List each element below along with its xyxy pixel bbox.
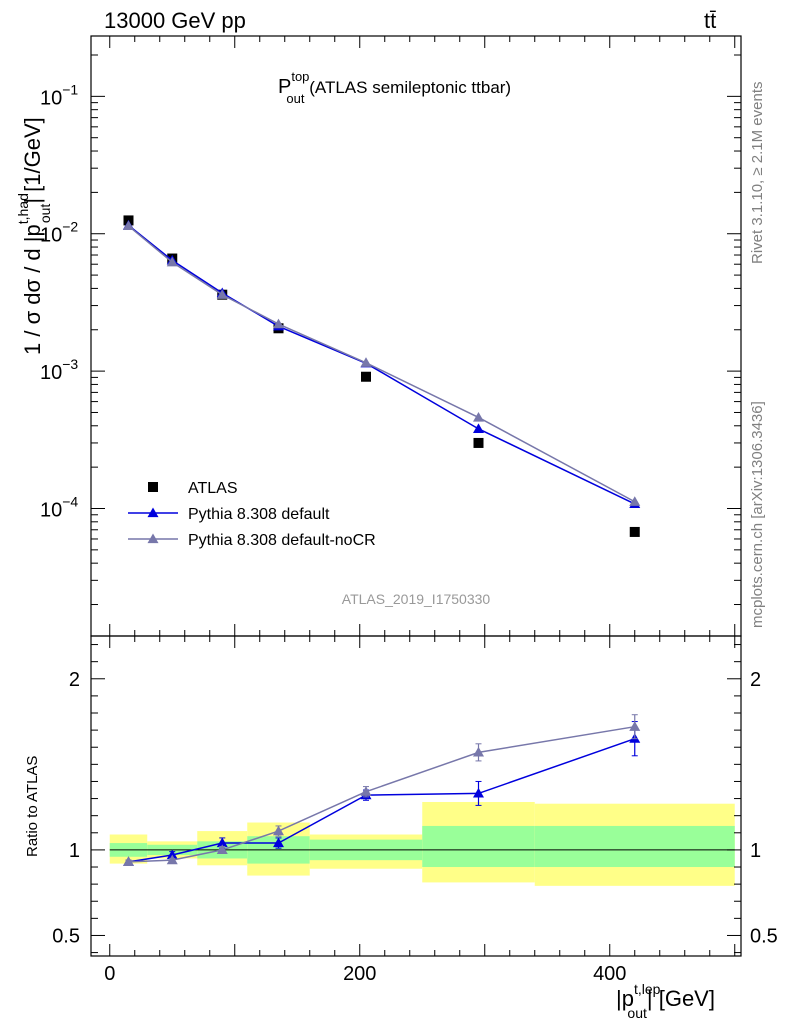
ratio-point-1-1 xyxy=(166,854,178,865)
x-tick-label-400: 400 xyxy=(593,963,626,985)
ratio-tick-label-left-2: 2 xyxy=(69,669,80,691)
ratio-point-1-0 xyxy=(123,856,134,867)
point-series2-4 xyxy=(360,357,372,367)
point-series0-5 xyxy=(473,437,484,448)
y-tick-label-top-1: 10−2 xyxy=(40,219,78,247)
top-panel-marks xyxy=(123,215,641,537)
point-series2-3 xyxy=(273,318,284,329)
x-tick-label-0: 0 xyxy=(104,963,115,985)
ratio-uncertainty-bands xyxy=(109,801,735,886)
energy-label: 13000 GeV pp xyxy=(104,8,246,33)
analysis-id: ATLAS_2019_I1750330 xyxy=(342,591,491,607)
ratio-tick-label-left-0: 0.5 xyxy=(52,925,80,947)
legend-label-0: ATLAS xyxy=(188,480,238,497)
plot-title: Ptop out (ATLAS semileptonic ttbar) xyxy=(278,69,511,106)
point-series2-5 xyxy=(473,411,484,422)
legend-marker-2 xyxy=(147,533,159,544)
top-y-axis-label: 1 / σ dσ / d |pt,had out| [1/GeV] xyxy=(15,117,53,355)
ratio-point-1-2 xyxy=(216,844,228,855)
y-tick-label-top-2: 10−3 xyxy=(40,356,78,384)
series-line-2 xyxy=(128,225,636,503)
ratio-point-1-3 xyxy=(273,825,284,836)
ratio-tick-label-right-1: 1 xyxy=(750,840,761,862)
ratio-panel-frame xyxy=(90,635,742,957)
legend-label-1: Pythia 8.308 default xyxy=(188,506,330,523)
point-series0-6 xyxy=(629,526,640,537)
point-series2-6 xyxy=(629,496,641,506)
series-line-1 xyxy=(128,224,636,505)
legend-marker-1 xyxy=(147,507,159,518)
x-tick-label-200: 200 xyxy=(343,963,376,985)
point-series0-4 xyxy=(361,371,371,382)
rivet-label: Rivet 3.1.10, ≥ 2.1M events xyxy=(749,82,766,265)
mcplots-label: mcplots.cern.ch [arXiv:1306.3436] xyxy=(749,401,766,628)
band-inner-5 xyxy=(422,825,535,868)
ratio-tick-label-right-0: 0.5 xyxy=(750,925,778,947)
x-axis-label: |pt,lep out| [GeV] xyxy=(616,981,715,1021)
legend-marker-0 xyxy=(148,482,158,492)
ratio-y-axis-label: Ratio to ATLAS xyxy=(24,756,41,857)
ratio-point-0-5 xyxy=(473,787,484,798)
ratio-point-1-6 xyxy=(629,721,641,731)
point-series2-0 xyxy=(123,220,134,231)
legend-label-2: Pythia 8.308 default-noCR xyxy=(188,532,376,549)
ratio-point-1-5 xyxy=(473,746,484,757)
ratio-tick-label-left-1: 1 xyxy=(69,840,80,862)
ratio-point-0-3 xyxy=(273,837,284,848)
ratio-point-0-1 xyxy=(166,849,178,860)
axes: 0 200 400 10−1 10−2 10−3 10−4 0.5 0.5 1 1 2 2 xyxy=(40,35,778,985)
ratio-point-1-4 xyxy=(360,786,372,796)
y-tick-label-top-0: 10−1 xyxy=(40,81,78,109)
point-series2-2 xyxy=(216,289,228,299)
y-tick-label-top-3: 10−4 xyxy=(40,493,78,521)
legend: ATLAS Pythia 8.308 default Pythia 8.308 de… xyxy=(128,480,376,549)
ratio-point-0-2 xyxy=(216,837,228,848)
point-series2-1 xyxy=(166,256,178,267)
band-inner-6 xyxy=(534,825,735,868)
ratio-panel-marks xyxy=(123,714,641,867)
process-label: tt̄ xyxy=(704,8,716,33)
point-series1-5 xyxy=(473,423,484,433)
ratio-tick-label-right-2: 2 xyxy=(750,669,761,691)
